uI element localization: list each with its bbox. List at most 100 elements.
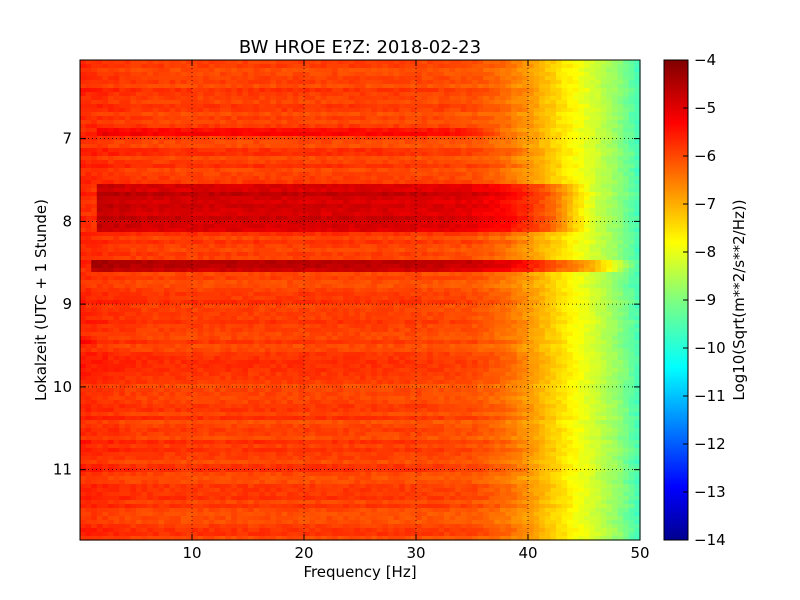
heatmap-cell (404, 220, 411, 225)
heatmap-cell (320, 176, 327, 181)
heatmap-cell (376, 152, 383, 157)
heatmap-cell (584, 240, 591, 245)
heatmap-cell (332, 236, 339, 241)
heatmap-cell (147, 196, 154, 201)
heatmap-cell (203, 108, 210, 113)
heatmap-cell (544, 176, 551, 181)
heatmap-cell (584, 156, 591, 161)
heatmap-cell (337, 244, 344, 249)
heatmap-cell (214, 80, 221, 85)
heatmap-cell (477, 172, 484, 177)
heatmap-cell (623, 180, 630, 185)
heatmap-cell (186, 180, 193, 185)
heatmap-cell (231, 92, 238, 97)
heatmap-cell (360, 136, 367, 141)
heatmap-cell (180, 144, 187, 149)
heatmap-cell (477, 152, 484, 157)
heatmap-cell (623, 80, 630, 85)
heatmap-cell (259, 104, 266, 109)
heatmap-cell (460, 212, 467, 217)
heatmap-cell (449, 100, 456, 105)
heatmap-cell (96, 204, 103, 209)
heatmap-cell (158, 164, 165, 169)
heatmap-cell (337, 168, 344, 173)
heatmap-cell (617, 232, 624, 237)
heatmap-cell (511, 196, 518, 201)
heatmap-cell (388, 196, 395, 201)
heatmap-cell (421, 248, 428, 253)
heatmap-cell (270, 164, 277, 169)
heatmap-cell (539, 128, 546, 133)
heatmap-cell (180, 240, 187, 245)
heatmap-cell (399, 148, 406, 153)
heatmap-cell (578, 80, 585, 85)
heatmap-cell (180, 104, 187, 109)
heatmap-cell (634, 76, 641, 81)
heatmap-cell (382, 224, 389, 229)
heatmap-cell (360, 256, 367, 261)
heatmap-cell (421, 156, 428, 161)
heatmap-cell (304, 120, 311, 125)
heatmap-cell (332, 60, 339, 65)
heatmap-cell (136, 132, 143, 137)
heatmap-cell (578, 96, 585, 101)
heatmap-cell (572, 212, 579, 217)
heatmap-cell (220, 160, 227, 165)
heatmap-cell (119, 108, 126, 113)
heatmap-cell (371, 72, 378, 77)
heatmap-cell (242, 232, 249, 237)
heatmap-cell (388, 176, 395, 181)
heatmap-cell (382, 132, 389, 137)
heatmap-cell (460, 84, 467, 89)
heatmap-cell (326, 168, 333, 173)
heatmap-cell (500, 72, 507, 77)
heatmap-cell (108, 252, 115, 257)
heatmap-cell (348, 172, 355, 177)
heatmap-cell (460, 236, 467, 241)
heatmap-cell (164, 124, 171, 129)
heatmap-cell (589, 164, 596, 169)
heatmap-cell (175, 196, 182, 201)
heatmap-cell (612, 112, 619, 117)
heatmap-cell (236, 84, 243, 89)
heatmap-cell (225, 248, 232, 253)
heatmap-cell (264, 100, 271, 105)
heatmap-cell (438, 236, 445, 241)
heatmap-cell (292, 156, 299, 161)
heatmap-cell (472, 172, 479, 177)
heatmap-cell (96, 128, 103, 133)
heatmap-cell (102, 92, 109, 97)
heatmap-cell (528, 64, 535, 69)
heatmap-cell (539, 212, 546, 217)
heatmap-cell (203, 160, 210, 165)
heatmap-cell (326, 72, 333, 77)
heatmap-cell (158, 160, 165, 165)
heatmap-cell (253, 104, 260, 109)
heatmap-cell (416, 196, 423, 201)
heatmap-cell (332, 88, 339, 93)
heatmap-cell (399, 132, 406, 137)
heatmap-cell (516, 132, 523, 137)
heatmap-cell (365, 108, 372, 113)
heatmap-cell (567, 248, 574, 253)
heatmap-cell (617, 188, 624, 193)
heatmap-cell (242, 88, 249, 93)
heatmap-cell (152, 176, 159, 181)
heatmap-cell (270, 252, 277, 257)
heatmap-cell (287, 92, 294, 97)
heatmap-cell (416, 136, 423, 141)
heatmap-cell (416, 84, 423, 89)
heatmap-cell (572, 84, 579, 89)
heatmap-cell (320, 136, 327, 141)
heatmap-cell (472, 184, 479, 189)
heatmap-cell (248, 184, 255, 189)
heatmap-cell (634, 208, 641, 213)
heatmap-cell (494, 168, 501, 173)
heatmap-cell (388, 244, 395, 249)
heatmap-cell (404, 256, 411, 261)
heatmap-cell (589, 72, 596, 77)
heatmap-cell (556, 216, 563, 221)
heatmap-cell (270, 188, 277, 193)
heatmap-cell (270, 108, 277, 113)
heatmap-cell (136, 172, 143, 177)
